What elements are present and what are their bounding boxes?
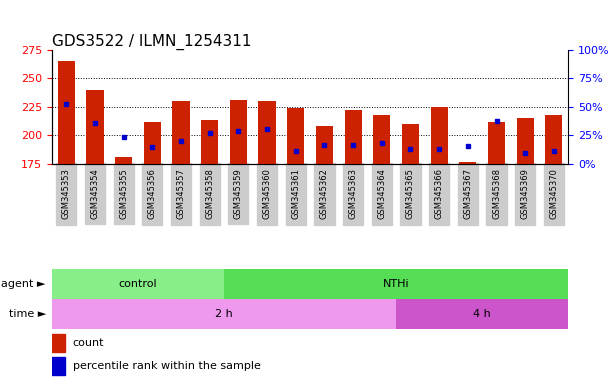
Bar xyxy=(52,334,65,352)
Bar xyxy=(431,107,448,164)
Bar xyxy=(144,122,161,164)
Text: 2 h: 2 h xyxy=(215,309,233,319)
Bar xyxy=(258,101,276,164)
Bar xyxy=(459,162,477,164)
Text: GDS3522 / ILMN_1254311: GDS3522 / ILMN_1254311 xyxy=(52,34,252,50)
Bar xyxy=(52,299,396,329)
Bar xyxy=(345,110,362,164)
Bar xyxy=(172,101,189,164)
Bar xyxy=(52,269,224,299)
Bar xyxy=(316,126,333,164)
Text: time ►: time ► xyxy=(9,309,46,319)
Bar xyxy=(545,115,563,164)
Bar xyxy=(373,115,390,164)
Bar xyxy=(230,100,247,164)
Bar xyxy=(86,90,104,164)
Text: percentile rank within the sample: percentile rank within the sample xyxy=(73,361,260,371)
Bar xyxy=(115,157,132,164)
Bar xyxy=(201,119,218,164)
Bar xyxy=(287,108,304,164)
Bar xyxy=(224,269,568,299)
Bar xyxy=(52,357,65,375)
Text: agent ►: agent ► xyxy=(1,279,46,289)
Bar xyxy=(488,122,505,164)
Bar xyxy=(396,299,568,329)
Text: control: control xyxy=(119,279,157,289)
Bar xyxy=(57,61,75,164)
Text: count: count xyxy=(73,338,104,348)
Bar xyxy=(517,118,534,164)
Text: 4 h: 4 h xyxy=(474,309,491,319)
Text: NTHi: NTHi xyxy=(383,279,409,289)
Bar xyxy=(402,124,419,164)
